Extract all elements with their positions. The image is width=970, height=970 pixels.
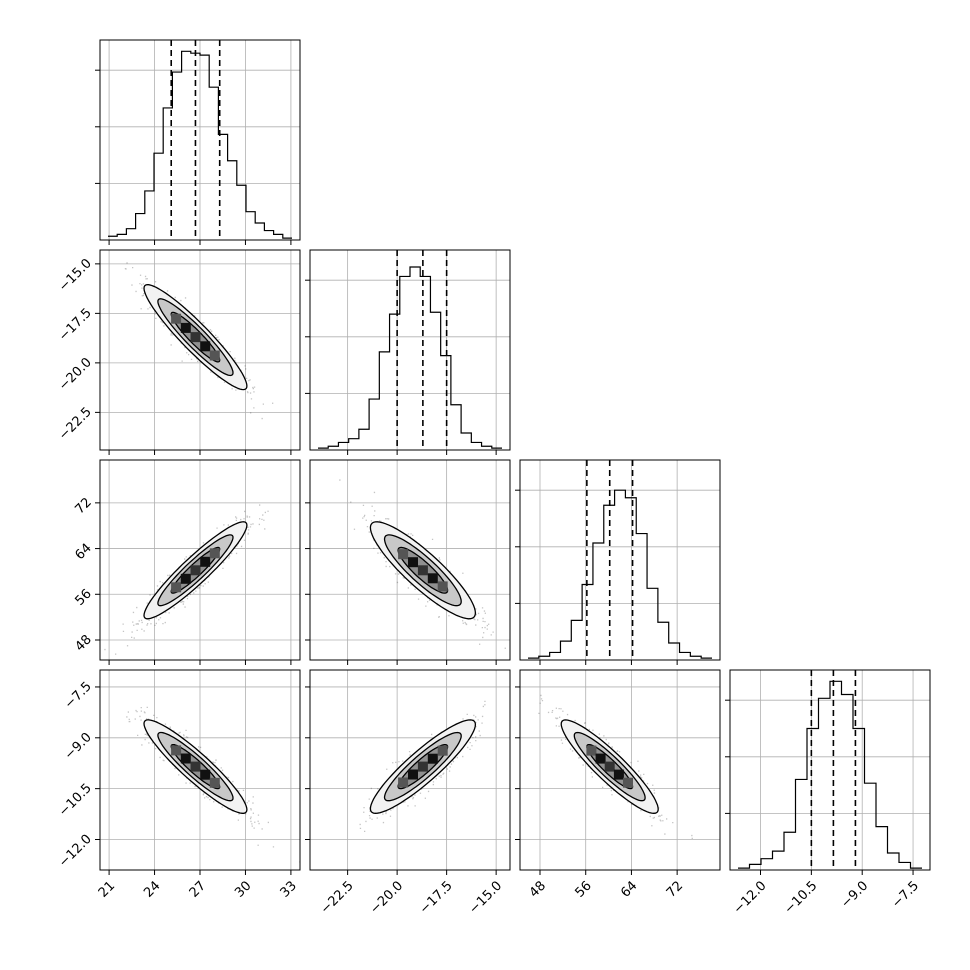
y-tick-label-3-1: −10.5 [56, 781, 95, 820]
density-cell-2-0 [398, 549, 409, 560]
scatter-panel-0-2 [99, 459, 301, 661]
x-tick-label-0-2: 27 [187, 878, 209, 900]
scatter-panel-0-3 [99, 669, 301, 871]
density-cell-1-2 [190, 565, 201, 576]
hist-frame-1 [309, 249, 511, 451]
density-cell-4-2 [417, 761, 428, 772]
density-cell-2-4 [437, 581, 448, 592]
x-tick-label-1-3: −15.0 [466, 878, 505, 917]
x-tick-label-3-3: −7.5 [889, 878, 922, 911]
histogram-panel-2 [515, 459, 721, 661]
scatter-panel-0-1 [99, 249, 301, 451]
x-tick-label-2-0: 48 [527, 878, 549, 900]
histogram-steps-1 [318, 266, 502, 449]
scatter-panel-2-3 [519, 669, 721, 871]
density-cell-0-0 [171, 313, 182, 324]
y-tick-label-2-0: 48 [73, 632, 95, 654]
y-tick-label-3-2: −9.0 [62, 730, 95, 763]
histogram-panel-0 [95, 39, 301, 241]
density-cell-0-4 [209, 350, 220, 361]
density-cell-2-2 [417, 565, 428, 576]
density-cell-3-4 [209, 777, 220, 788]
scatter-panel-1-3 [309, 669, 511, 871]
density-cell-1-1 [180, 573, 191, 584]
density-cell-3-1 [180, 753, 191, 764]
x-tick-label-0-0: 21 [96, 878, 118, 900]
x-tick-label-2-2: 64 [618, 878, 640, 900]
x-tick-label-0-1: 24 [141, 878, 163, 900]
density-cell-5-2 [604, 761, 615, 772]
density-cell-5-4 [623, 777, 633, 788]
x-tick-label-2-1: 56 [572, 878, 594, 900]
density-cell-3-3 [200, 769, 211, 780]
density-cell-5-0 [586, 745, 597, 756]
density-cell-1-0 [171, 582, 182, 593]
panel-frame-4 [309, 669, 511, 871]
y-tick-label-3-3: −7.5 [62, 679, 95, 712]
panel-frame-2 [309, 459, 511, 661]
density-cell-2-1 [408, 557, 418, 568]
histogram-steps-2 [528, 489, 712, 659]
histogram-steps-0 [108, 50, 292, 239]
x-tick-label-0-3: 30 [232, 878, 254, 900]
x-tick-label-0-4: 33 [278, 878, 300, 900]
y-tick-label-1-3: −15.0 [56, 256, 95, 295]
x-tick-label-2-3: 72 [664, 878, 686, 900]
histogram-panel-1 [305, 249, 511, 451]
density-cell-0-2 [190, 332, 201, 343]
y-tick-label-2-3: 72 [73, 495, 95, 517]
x-tick-label-3-1: −10.5 [782, 878, 821, 917]
x-tick-label-1-1: −20.0 [367, 878, 406, 917]
x-tick-label-1-0: −22.5 [318, 878, 357, 917]
density-cell-1-3 [200, 556, 211, 567]
y-tick-label-1-1: −20.0 [56, 355, 95, 394]
x-tick-label-3-0: −12.0 [731, 878, 770, 917]
y-tick-label-1-2: −17.5 [56, 306, 95, 345]
hist-frame-2 [519, 459, 721, 661]
density-cell-4-1 [408, 769, 418, 780]
x-tick-label-1-2: −17.5 [417, 878, 456, 917]
density-cell-4-3 [427, 753, 438, 764]
y-tick-label-2-1: 56 [73, 587, 95, 609]
density-cell-3-0 [171, 745, 182, 756]
histogram-panel-3 [725, 669, 931, 871]
panel-frame-5 [519, 669, 721, 871]
density-cell-4-4 [437, 745, 448, 756]
y-tick-label-1-0: −22.5 [56, 405, 95, 444]
density-cell-2-3 [427, 573, 438, 584]
density-cell-1-4 [209, 548, 220, 559]
density-cell-5-1 [595, 753, 606, 764]
density-cell-0-3 [200, 341, 211, 352]
density-cell-0-1 [180, 322, 191, 333]
hist-frame-3 [729, 669, 931, 871]
y-tick-label-3-0: −12.0 [56, 832, 95, 871]
scatter-panel-1-2 [309, 459, 511, 661]
density-cell-3-2 [190, 761, 201, 772]
sample-points-4 [359, 700, 486, 832]
density-cell-4-0 [398, 777, 409, 788]
y-tick-label-2-2: 64 [73, 541, 95, 563]
x-tick-label-3-2: −9.0 [838, 878, 871, 911]
histogram-steps-3 [738, 680, 922, 869]
density-cell-5-3 [613, 769, 624, 780]
